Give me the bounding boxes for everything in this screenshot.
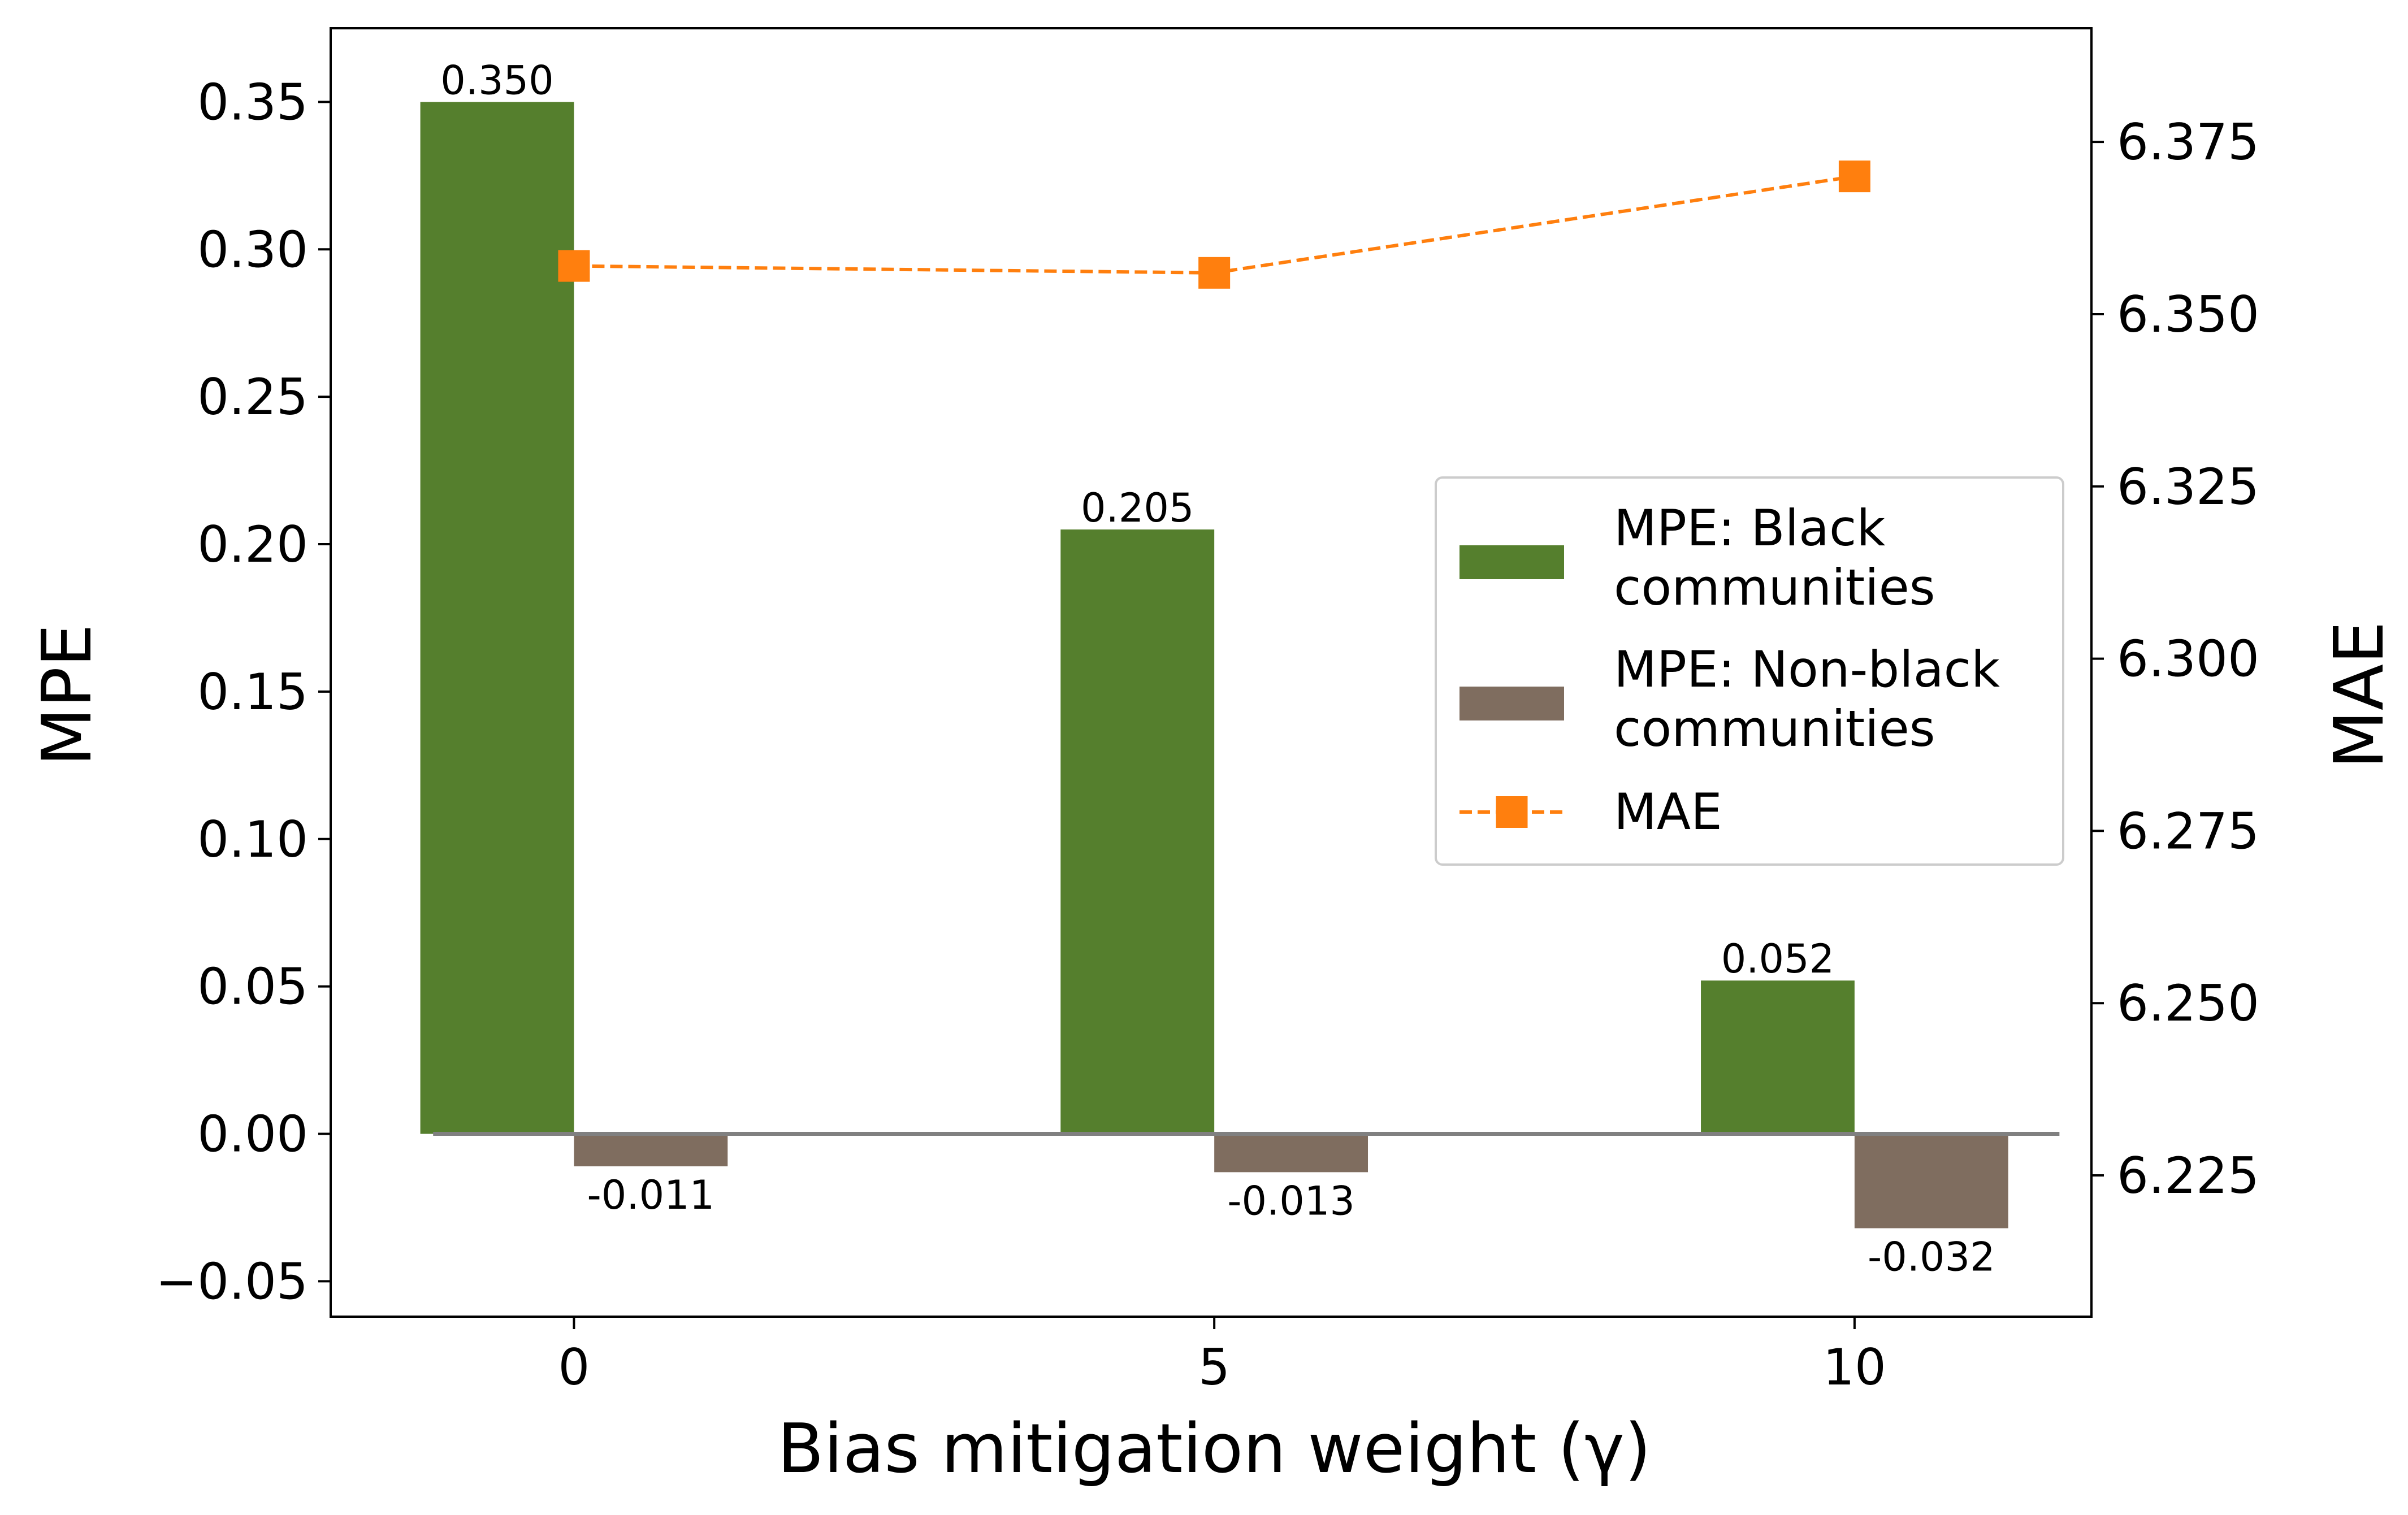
legend-marker <box>1496 796 1528 828</box>
bar-label-nonblack: -0.011 <box>587 1172 715 1218</box>
bar-label-black: 0.350 <box>440 57 553 103</box>
y2-tick-label: 6.225 <box>2117 1147 2259 1205</box>
y2-tick-label: 6.300 <box>2117 630 2259 688</box>
bar-labels: 0.350 -0.011 0.205 -0.013 0.052 -0.032 <box>440 57 1995 1280</box>
legend-box <box>1435 476 2064 866</box>
y-tick-label: 0.10 <box>197 810 308 869</box>
x-axis-title: Bias mitigation weight (γ) <box>777 1410 1651 1488</box>
legend-label: MPE: Non-black <box>1614 640 2000 698</box>
y-axis-title: MPE <box>28 624 107 766</box>
y-tick-label: 0.35 <box>197 73 308 131</box>
bar-nonblack-communities <box>574 1134 728 1166</box>
mae-series <box>558 160 1870 289</box>
y2-tick-label: 6.350 <box>2117 285 2259 344</box>
y-tick-label: 0.00 <box>197 1105 308 1164</box>
left-y-axis: −0.05 0.00 0.05 0.10 0.15 0.20 0.25 0.30 0.35 <box>155 73 331 1310</box>
legend-label: communities <box>1614 558 1935 617</box>
legend-label: MAE <box>1614 783 1722 841</box>
mae-marker <box>1838 160 1870 193</box>
y2-tick-label: 6.275 <box>2117 802 2259 860</box>
mae-marker <box>1198 257 1231 289</box>
y-tick-label: 0.30 <box>197 220 308 279</box>
legend-swatch <box>1459 545 1564 579</box>
x-tick-label: 5 <box>1198 1338 1230 1396</box>
legend-label: MPE: Black <box>1614 499 1885 557</box>
legend-swatch <box>1459 687 1564 720</box>
bar-label-nonblack: -0.013 <box>1227 1178 1355 1224</box>
y-tick-label: −0.05 <box>155 1252 308 1310</box>
x-axis: 0 5 10 <box>558 1317 1886 1396</box>
bar-black-communities <box>420 102 574 1134</box>
y2-tick-label: 6.325 <box>2117 458 2259 516</box>
mae-marker <box>558 250 590 282</box>
y2-tick-label: 6.375 <box>2117 113 2259 171</box>
y-tick-label: 0.20 <box>197 515 308 574</box>
bar-label-black: 0.052 <box>1721 936 1834 982</box>
bar-black-communities <box>1060 529 1215 1134</box>
bar-nonblack-communities <box>1854 1134 2008 1229</box>
x-tick-label: 10 <box>1823 1338 1886 1396</box>
bar-label-nonblack: -0.032 <box>1868 1234 1995 1280</box>
bar-label-black: 0.205 <box>1081 485 1194 531</box>
bars <box>420 102 2008 1229</box>
y2-tick-label: 6.250 <box>2117 974 2259 1032</box>
bar-black-communities <box>1701 980 1855 1134</box>
bar-nonblack-communities <box>1214 1134 1368 1173</box>
y-tick-label: 0.15 <box>197 663 308 721</box>
y-tick-label: 0.05 <box>197 958 308 1016</box>
x-tick-label: 0 <box>558 1338 590 1396</box>
y-tick-label: 0.25 <box>197 368 308 426</box>
y2-axis-title: MAE <box>2320 621 2399 769</box>
right-y-axis: 6.225 6.250 6.275 6.300 6.325 6.350 6.375 <box>2091 113 2259 1205</box>
legend-label: communities <box>1614 700 1935 758</box>
plot-frame <box>330 27 2093 1318</box>
